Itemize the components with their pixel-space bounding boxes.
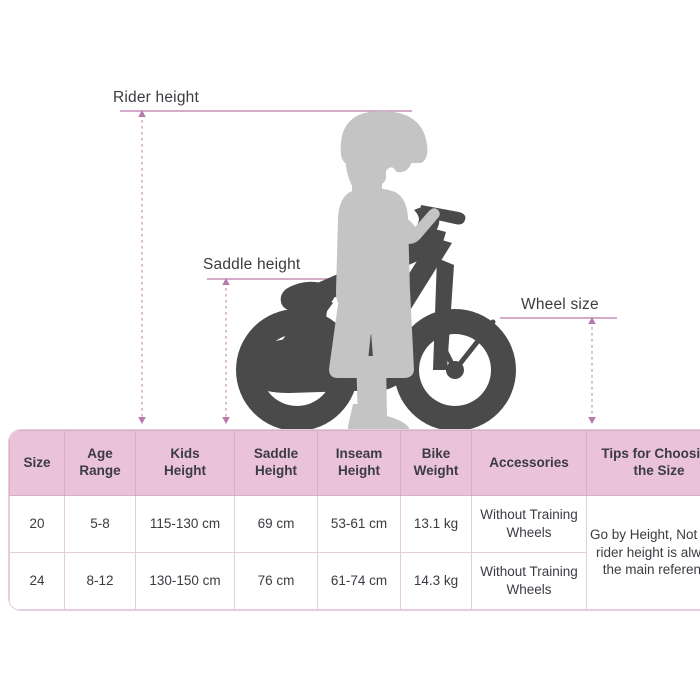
header-line-2: Height — [338, 463, 380, 478]
saddle-height-label: Saddle height — [203, 256, 301, 273]
wheel-size-label: Wheel size — [521, 296, 599, 313]
table-header-row: Size Age Range Kids Height Saddle Height… — [9, 430, 700, 496]
cell-tips: Go by Height, Not Age: rider height is a… — [586, 495, 700, 610]
cell-age-range: 5-8 — [64, 495, 136, 553]
cell-kids-height: 115-130 cm — [135, 495, 235, 553]
table-header: Size Age Range Kids Height Saddle Height… — [9, 430, 700, 496]
column-header-accessories: Accessories — [471, 430, 587, 496]
rider-height-label: Rider height — [113, 89, 199, 106]
header-line-2: Range — [79, 463, 121, 478]
child-rider-silhouette — [329, 111, 440, 430]
cell-bike-weight: 14.3 kg — [400, 552, 472, 610]
table-row: 24 8-12 130-150 cm 76 cm 61-74 cm 14.3 k… — [9, 552, 700, 610]
column-header-saddle-height: Saddle Height — [234, 430, 318, 496]
cell-kids-height: 130-150 cm — [135, 552, 235, 610]
header-line-2: Weight — [413, 463, 459, 478]
header-line-1: Size — [23, 454, 51, 470]
header-line-1: Accessories — [489, 454, 569, 470]
header-line-2: Height — [164, 463, 206, 478]
header-line-1: Inseam — [335, 446, 383, 462]
measure-arrowheads — [138, 110, 596, 424]
column-header-kids-height: Kids Height — [135, 430, 235, 496]
header-line-2: the Size — [633, 463, 685, 478]
table-row: 20 5-8 115-130 cm 69 cm 53-61 cm 13.1 kg… — [9, 495, 700, 610]
cell-saddle-height: 76 cm — [234, 552, 318, 610]
cell-inseam-height: 53-61 cm — [317, 495, 401, 553]
bike-size-table: Size Age Range Kids Height Saddle Height… — [9, 430, 700, 610]
column-header-inseam-height: Inseam Height — [317, 430, 401, 496]
cell-saddle-height: 69 cm — [234, 495, 318, 553]
column-header-size: Size — [9, 430, 65, 496]
column-header-tips: Tips for Choosing the Size — [586, 430, 700, 496]
header-line-1: Saddle — [253, 446, 299, 462]
cell-size: 20 — [9, 495, 65, 553]
header-line-1: Bike — [421, 446, 451, 462]
bike-rider-illustration: Rider height Saddle height Wheel size — [113, 89, 617, 430]
column-header-bike-weight: Bike Weight — [400, 430, 472, 496]
header-line-1: Age — [87, 446, 113, 462]
column-header-age-range: Age Range — [64, 430, 136, 496]
cell-accessories: Without Training Wheels — [471, 552, 587, 610]
cell-age-range: 8-12 — [64, 552, 136, 610]
cell-inseam-height: 61-74 cm — [317, 552, 401, 610]
table-body: 20 5-8 115-130 cm 69 cm 53-61 cm 13.1 kg… — [9, 495, 700, 610]
cell-size: 24 — [9, 552, 65, 610]
cell-bike-weight: 13.1 kg — [400, 495, 472, 553]
header-line-1: Tips for Choosing — [601, 446, 700, 462]
header-line-1: Kids — [170, 446, 200, 462]
header-line-2: Height — [255, 463, 297, 478]
cell-accessories: Without Training Wheels — [471, 495, 587, 553]
